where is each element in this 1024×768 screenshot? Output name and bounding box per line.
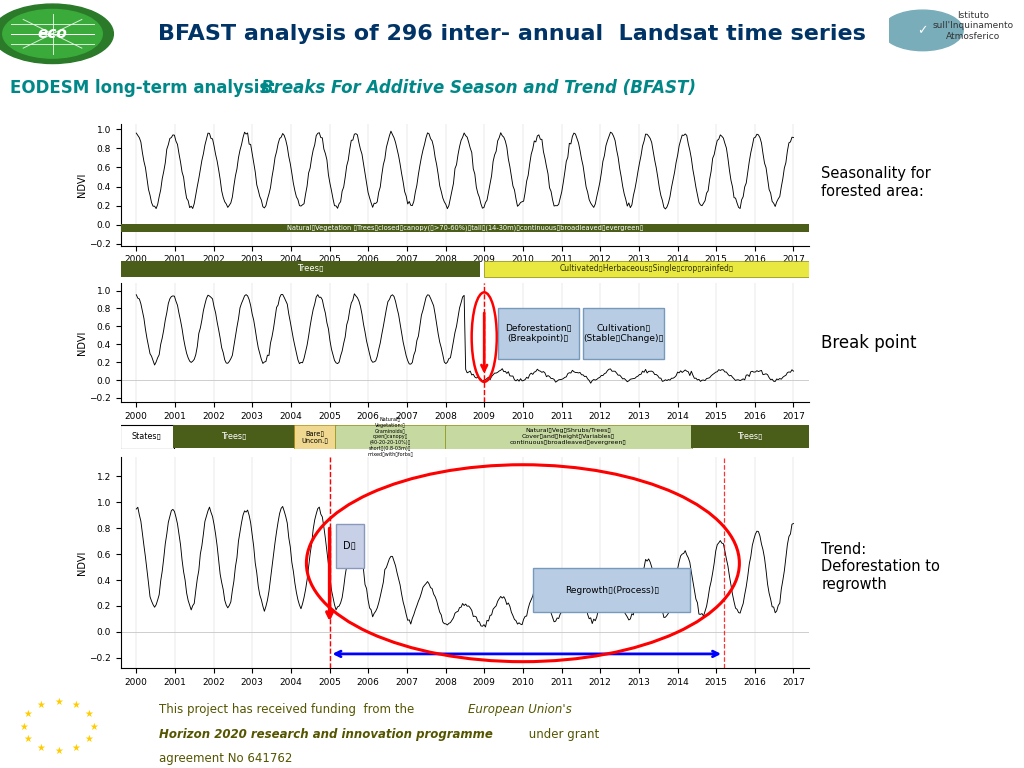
- FancyBboxPatch shape: [584, 309, 664, 359]
- Text: eco: eco: [38, 26, 68, 41]
- Text: ★: ★: [24, 734, 33, 744]
- Text: D▯: D▯: [343, 541, 356, 551]
- Text: ★: ★: [84, 709, 93, 719]
- Text: ★: ★: [89, 721, 98, 732]
- FancyBboxPatch shape: [335, 425, 446, 449]
- Text: ★: ★: [72, 700, 80, 710]
- Text: Trees▯: Trees▯: [221, 432, 247, 441]
- Circle shape: [0, 4, 114, 64]
- Text: agreement No 641762: agreement No 641762: [159, 752, 292, 765]
- Y-axis label: NDVI: NDVI: [77, 551, 87, 574]
- FancyBboxPatch shape: [120, 425, 174, 449]
- Text: Bare▯
Uncon.▯: Bare▯ Uncon.▯: [301, 430, 329, 443]
- Text: Horizon 2020 research and innovation programme: Horizon 2020 research and innovation pro…: [159, 728, 493, 741]
- FancyBboxPatch shape: [484, 260, 809, 277]
- Y-axis label: NDVI: NDVI: [77, 331, 87, 355]
- Text: Regrowth▯(Process)▯: Regrowth▯(Process)▯: [565, 586, 658, 595]
- Circle shape: [882, 10, 964, 51]
- Text: Break point: Break point: [821, 334, 916, 352]
- FancyBboxPatch shape: [173, 425, 295, 448]
- Text: Istituto
sull'Inquinamento
Atmosferico: Istituto sull'Inquinamento Atmosferico: [932, 11, 1013, 41]
- FancyBboxPatch shape: [294, 425, 336, 449]
- Text: European Union's: European Union's: [468, 703, 571, 717]
- Text: States▯: States▯: [132, 432, 162, 441]
- Text: Natural▯Veg▯Shrubs/Trees▯
Cover▯and▯height▯Variables▯
continuous▯broadleaved▯eve: Natural▯Veg▯Shrubs/Trees▯ Cover▯and▯heig…: [510, 429, 627, 445]
- FancyBboxPatch shape: [534, 568, 690, 612]
- Text: Trend:
Deforestation to
regrowth: Trend: Deforestation to regrowth: [821, 542, 940, 591]
- Text: ★: ★: [72, 743, 80, 753]
- FancyBboxPatch shape: [336, 525, 364, 568]
- Text: ★: ★: [24, 709, 33, 719]
- Text: ★: ★: [84, 734, 93, 744]
- Text: ★: ★: [54, 697, 62, 707]
- FancyBboxPatch shape: [121, 260, 480, 277]
- Text: Natural▯Vegetation ▯Trees▯closed▯canopy(▯>70-60%)▯tall▯(14-30m)▯continuous▯broad: Natural▯Vegetation ▯Trees▯closed▯canopy(…: [287, 225, 643, 231]
- Text: Natural▯
Vegetation:▯
Graminoids▯
open▯canopy▯
(40-20-20-10%)▯
short▯(0.8-03m)▯
: Natural▯ Vegetation:▯ Graminoids▯ open▯c…: [368, 417, 414, 456]
- Text: BFAST analysis of 296 inter- annual  Landsat time series: BFAST analysis of 296 inter- annual Land…: [158, 24, 866, 44]
- FancyBboxPatch shape: [444, 425, 692, 449]
- Text: Seasonality for
forested area:: Seasonality for forested area:: [821, 167, 931, 199]
- Text: Cultivated▯Herbaceous▯Single▯crop▯rainfed▯: Cultivated▯Herbaceous▯Single▯crop▯rainfe…: [559, 264, 733, 273]
- Text: Deforestation▯
(Breakpoint)▯: Deforestation▯ (Breakpoint)▯: [505, 324, 571, 343]
- FancyBboxPatch shape: [498, 309, 579, 359]
- Text: Breaks For Additive Season and Trend (BFAST): Breaks For Additive Season and Trend (BF…: [261, 79, 696, 97]
- Text: ★: ★: [54, 746, 62, 756]
- Text: Trees▯: Trees▯: [297, 264, 324, 273]
- Text: This project has received funding  from the: This project has received funding from t…: [159, 703, 418, 717]
- Text: EODESM long-term analysis:: EODESM long-term analysis:: [10, 79, 282, 97]
- Text: Cultivation▯
(Stable▯Change)▯: Cultivation▯ (Stable▯Change)▯: [583, 324, 664, 343]
- Text: Trees▯: Trees▯: [737, 432, 763, 441]
- Text: ★: ★: [37, 700, 45, 710]
- Y-axis label: NDVI: NDVI: [77, 173, 87, 197]
- Circle shape: [3, 9, 102, 58]
- FancyBboxPatch shape: [691, 425, 809, 448]
- FancyBboxPatch shape: [121, 224, 809, 232]
- Text: ★: ★: [37, 743, 45, 753]
- Text: ★: ★: [18, 721, 28, 732]
- Text: ✓: ✓: [918, 24, 928, 37]
- Text: under grant: under grant: [525, 728, 600, 741]
